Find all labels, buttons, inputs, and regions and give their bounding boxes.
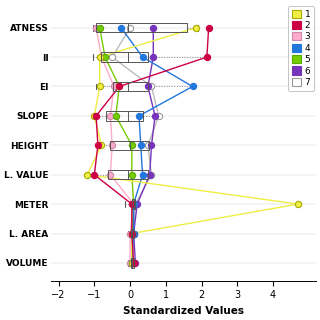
Bar — [101, 52, 148, 62]
Bar — [113, 82, 148, 91]
Bar — [108, 170, 148, 180]
Legend: 1, 2, 3, 4, 5, 6, 7: 1, 2, 3, 4, 5, 6, 7 — [288, 6, 314, 91]
X-axis label: Standardized Values: Standardized Values — [123, 306, 244, 316]
Bar — [131, 258, 134, 268]
Bar — [110, 140, 148, 150]
Bar — [131, 229, 134, 238]
Bar — [106, 111, 142, 121]
Bar — [132, 199, 135, 209]
Bar — [96, 23, 187, 32]
